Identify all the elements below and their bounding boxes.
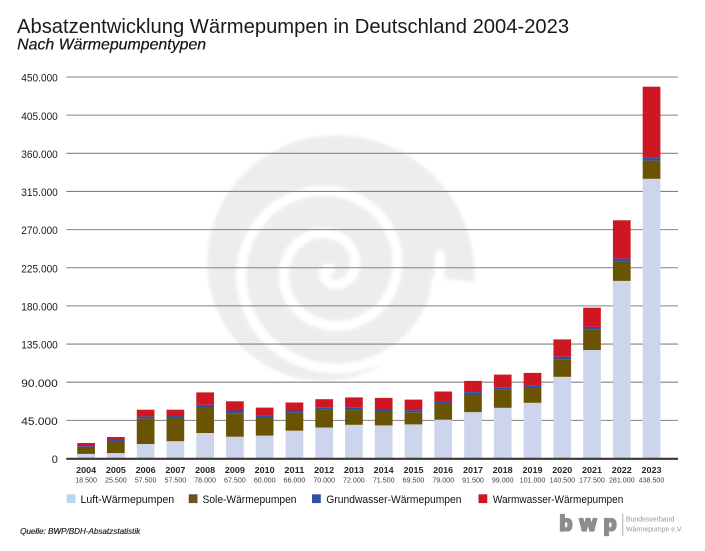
svg-text:2009: 2009 <box>225 465 245 475</box>
svg-text:140.500: 140.500 <box>549 476 575 484</box>
svg-text:Wärmepumpe e.V.: Wärmepumpe e.V. <box>626 527 683 534</box>
svg-text:60.000: 60.000 <box>254 476 276 484</box>
svg-text:2021: 2021 <box>582 465 602 475</box>
svg-text:315.000: 315.000 <box>21 187 58 199</box>
svg-text:18.500: 18.500 <box>75 476 97 484</box>
svg-text:79.000: 79.000 <box>432 476 454 484</box>
svg-text:Quelle: BWP/BDH-Absatzstatisti: Quelle: BWP/BDH-Absatzstatistik <box>20 527 141 536</box>
svg-text:2020: 2020 <box>552 465 572 475</box>
svg-text:2019: 2019 <box>523 465 543 475</box>
svg-text:2010: 2010 <box>255 465 275 475</box>
svg-text:2015: 2015 <box>404 465 424 475</box>
svg-text:90.000: 90.000 <box>21 378 58 390</box>
svg-text:bwp: bwp <box>560 512 625 535</box>
svg-text:Sole-Wärmepumpen: Sole-Wärmepumpen <box>203 494 297 506</box>
svg-text:2017: 2017 <box>463 465 483 475</box>
svg-text:66.000: 66.000 <box>284 476 306 484</box>
svg-text:2005: 2005 <box>106 465 126 475</box>
svg-text:2016: 2016 <box>433 465 453 475</box>
svg-text:2008: 2008 <box>195 465 215 475</box>
svg-text:2007: 2007 <box>165 465 185 475</box>
svg-text:2018: 2018 <box>493 465 513 475</box>
svg-text:57.500: 57.500 <box>165 476 187 484</box>
svg-text:180.000: 180.000 <box>21 302 58 314</box>
svg-text:2011: 2011 <box>284 465 304 475</box>
svg-text:177.500: 177.500 <box>579 476 605 484</box>
svg-text:71.500: 71.500 <box>373 476 395 484</box>
svg-text:101.000: 101.000 <box>520 476 546 484</box>
svg-text:70.000: 70.000 <box>313 476 335 484</box>
svg-text:Luft-Wärmepumpen: Luft-Wärmepumpen <box>81 494 175 506</box>
svg-text:135.000: 135.000 <box>21 340 58 352</box>
svg-text:67.500: 67.500 <box>224 476 246 484</box>
svg-text:Nach Wärmepumpentypen: Nach Wärmepumpentypen <box>17 37 206 54</box>
svg-text:2022: 2022 <box>612 465 632 475</box>
svg-text:Warmwasser-Wärmepumpen: Warmwasser-Wärmepumpen <box>493 494 623 506</box>
svg-text:0: 0 <box>52 454 58 466</box>
svg-text:78.000: 78.000 <box>194 476 216 484</box>
svg-text:91.500: 91.500 <box>462 476 484 484</box>
svg-text:2023: 2023 <box>642 465 662 475</box>
svg-text:360.000: 360.000 <box>21 149 58 161</box>
svg-text:25.500: 25.500 <box>105 476 127 484</box>
svg-text:405.000: 405.000 <box>21 111 58 123</box>
svg-text:45.000: 45.000 <box>21 416 58 428</box>
svg-text:281.000: 281.000 <box>609 476 635 484</box>
svg-text:225.000: 225.000 <box>21 263 58 275</box>
svg-text:57.500: 57.500 <box>135 476 157 484</box>
svg-text:99.000: 99.000 <box>492 476 514 484</box>
svg-text:Bundesverband: Bundesverband <box>626 517 674 524</box>
svg-text:2006: 2006 <box>136 465 156 475</box>
svg-text:450.000: 450.000 <box>21 73 58 85</box>
svg-text:2014: 2014 <box>374 465 394 475</box>
svg-text:Absatzentwicklung Wärmepumpen: Absatzentwicklung Wärmepumpen in Deutsch… <box>17 16 569 38</box>
svg-text:270.000: 270.000 <box>21 225 58 237</box>
svg-text:Grundwasser-Wärmepumpen: Grundwasser-Wärmepumpen <box>326 494 461 506</box>
svg-text:2004: 2004 <box>76 465 96 475</box>
svg-text:438.500: 438.500 <box>639 476 665 484</box>
svg-text:2013: 2013 <box>344 465 364 475</box>
svg-text:69.500: 69.500 <box>403 476 425 484</box>
svg-text:72.000: 72.000 <box>343 476 365 484</box>
svg-text:2012: 2012 <box>314 465 334 475</box>
